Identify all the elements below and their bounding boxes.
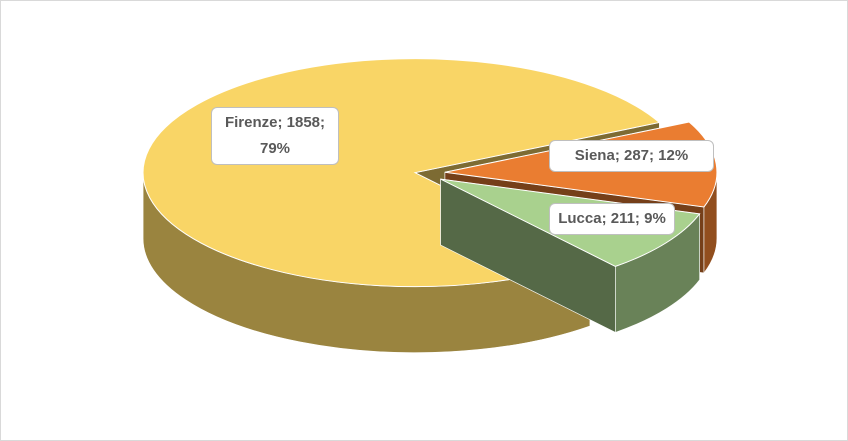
data-label: Siena; 287; 12%	[549, 140, 714, 172]
data-label: Lucca; 211; 9%	[549, 203, 675, 235]
data-label: Firenze; 1858; 79%	[211, 107, 339, 165]
